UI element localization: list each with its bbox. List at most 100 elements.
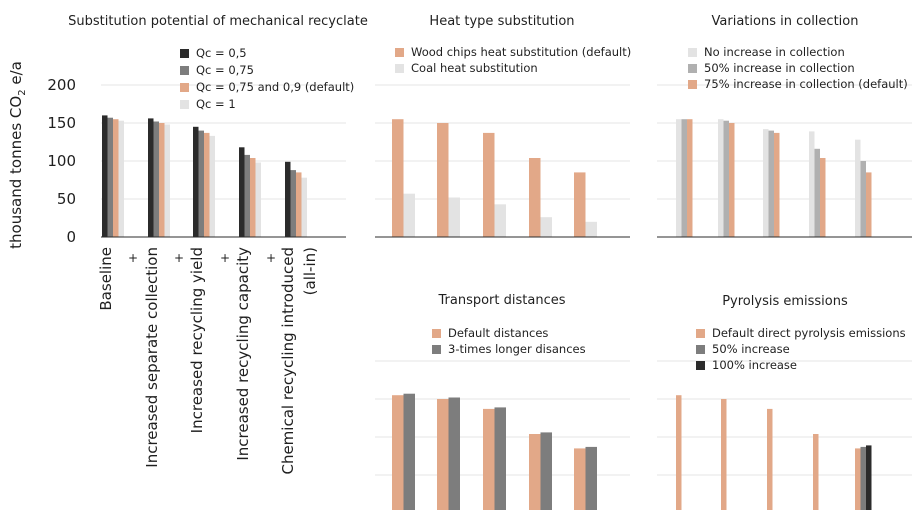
panel-title: Variations in collection (712, 14, 859, 29)
legend-swatch (688, 80, 697, 89)
y-tick-label: 0 (66, 228, 76, 246)
legend-swatch (395, 48, 404, 57)
y-tick-label: 50 (57, 190, 76, 208)
legend-label: Qc = 0,75 (196, 63, 254, 77)
panel-transport: Transport distances Default distances 3-ti… (375, 293, 630, 510)
bar-mech-s0-c2 (193, 126, 199, 237)
legend-swatch (432, 345, 441, 354)
y-tick-label: 200 (47, 76, 76, 94)
legend-label: 50% increase (712, 342, 790, 356)
bar-mech-s0-c3 (239, 147, 245, 237)
bar-heat-s0-c2 (483, 132, 495, 237)
y-axis-label-subscript: 2 (17, 89, 28, 95)
legend-label: 50% increase in collection (704, 61, 855, 75)
bar-collection-s0-c2 (763, 129, 769, 237)
bar-heat-s0-c4 (574, 172, 586, 237)
category-label: Increased recycling capacity (234, 247, 252, 461)
bar-transport-s1-c4 (585, 446, 597, 510)
bar-mech-s3-c0 (118, 120, 124, 237)
legend-swatch (688, 48, 697, 57)
bar-transport-s1-c1 (448, 397, 460, 510)
legend-swatch (180, 83, 189, 92)
bar-collection-s1-c0 (681, 119, 687, 237)
bar-heat-s0-c0 (392, 119, 404, 237)
legend-label: Coal heat substitution (411, 61, 538, 75)
bar-mech-s3-c3 (255, 162, 261, 237)
legend-swatch (180, 66, 189, 75)
plus-sign: + (266, 251, 276, 265)
legend-swatch (180, 49, 189, 58)
bar-collection-s2-c4 (866, 172, 872, 237)
plus-sign: + (128, 251, 138, 265)
bar-transport-s1-c0 (403, 393, 415, 510)
legend-label: Qc = 1 (196, 97, 236, 111)
bar-mech-s2-c4 (296, 172, 302, 237)
category-label: Increased separate collection (143, 247, 161, 468)
bar-mech-s0-c1 (148, 118, 154, 237)
bar-heat-s1-c3 (540, 217, 552, 237)
bar-mech-s3-c2 (209, 135, 215, 237)
bar-mech-s3-c4 (301, 177, 307, 237)
bar-transport-s0-c3 (529, 434, 541, 510)
y-axis-label-main: thousand tonnes CO (7, 96, 25, 249)
legend-label: Default direct pyrolysis emissions (712, 326, 906, 340)
legend-swatch (432, 329, 441, 338)
bar-pyrolysis-s0-c3 (813, 434, 819, 510)
y-axis-label-unit: e/a (7, 61, 25, 89)
panels: Substitution potential of mechanical rec… (47, 14, 912, 510)
bar-transport-s1-c2 (494, 407, 506, 510)
legend-label: 75% increase in collection (default) (704, 77, 908, 91)
legend-swatch (180, 100, 189, 109)
bar-mech-s3-c1 (164, 124, 170, 237)
category-label: Increased recycling yield (188, 247, 206, 433)
bar-heat-s1-c0 (403, 193, 415, 237)
legend-swatch (696, 361, 705, 370)
bar-heat-s1-c4 (585, 221, 597, 237)
bar-collection-s0-c4 (855, 139, 861, 237)
y-tick-label: 150 (47, 114, 76, 132)
bar-heat-s1-c2 (494, 204, 506, 237)
panel-title: Pyrolysis emissions (722, 294, 848, 309)
category-label: Chemical recycling introduced (279, 247, 297, 475)
bar-mech-s2-c3 (250, 158, 256, 237)
bar-transport-s0-c0 (392, 395, 404, 510)
bar-collection-s1-c4 (860, 161, 866, 237)
bar-collection-s0-c1 (718, 119, 724, 237)
panel-title: Substitution potential of mechanical rec… (68, 14, 368, 29)
plus-sign: + (220, 251, 230, 265)
panel-title: Heat type substitution (429, 14, 574, 29)
category-label: Baseline (97, 247, 115, 311)
bar-mech-s1-c3 (244, 154, 250, 237)
bar-pyrolysis-s0-c4 (855, 448, 861, 510)
plus-sign: + (174, 251, 184, 265)
panel-collection: Variations in collection No increase in c… (657, 14, 912, 238)
bar-mech-s1-c2 (198, 130, 204, 237)
panel-title: Transport distances (438, 293, 566, 308)
bar-mech-s2-c1 (159, 123, 165, 237)
bar-mech-s1-c4 (290, 170, 296, 237)
legend-label: 3-times longer disances (448, 342, 586, 356)
legend-swatch (688, 64, 697, 73)
legend-swatch (696, 329, 705, 338)
bar-mech-s0-c4 (285, 161, 291, 237)
bar-pyrolysis-s1-c4 (860, 446, 866, 510)
bar-mech-s2-c2 (204, 132, 210, 237)
legend-swatch (696, 345, 705, 354)
bar-transport-s1-c3 (540, 432, 552, 510)
legend-label: No increase in collection (704, 45, 845, 59)
bar-collection-s2-c0 (687, 119, 693, 237)
bar-mech-s0-c0 (102, 115, 108, 237)
bar-collection-s2-c2 (774, 132, 780, 237)
bar-collection-s1-c1 (723, 120, 729, 237)
bar-collection-s1-c3 (814, 148, 820, 237)
bar-heat-s1-c1 (448, 197, 460, 237)
bar-heat-s0-c1 (437, 123, 449, 237)
bar-pyrolysis-s0-c2 (767, 408, 773, 510)
bar-mech-s2-c0 (113, 119, 119, 237)
bar-transport-s0-c4 (574, 448, 586, 510)
bar-pyrolysis-s0-c0 (676, 395, 682, 510)
legend-label: 100% increase (712, 358, 797, 372)
y-axis-label: thousand tonnes CO2 e/a (7, 61, 28, 249)
bar-transport-s0-c1 (437, 399, 449, 510)
bar-transport-s0-c2 (483, 408, 495, 510)
